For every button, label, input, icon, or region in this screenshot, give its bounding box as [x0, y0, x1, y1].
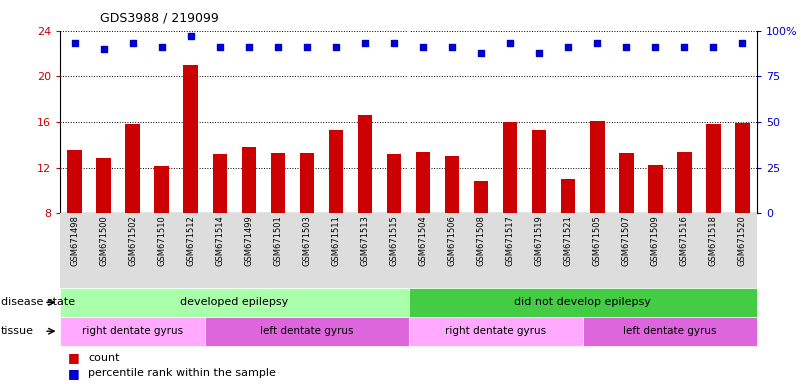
Point: [329, 44, 342, 50]
Bar: [561, 179, 575, 213]
Text: GSM671507: GSM671507: [622, 215, 630, 266]
Point: [127, 40, 139, 46]
Text: left dentate gyrus: left dentate gyrus: [260, 326, 353, 336]
Bar: [590, 121, 605, 213]
Text: GSM671504: GSM671504: [419, 215, 428, 266]
Bar: [358, 115, 372, 213]
Point: [155, 44, 168, 50]
Point: [562, 44, 574, 50]
Point: [184, 33, 197, 39]
Text: GSM671506: GSM671506: [448, 215, 457, 266]
Text: GSM671510: GSM671510: [157, 215, 166, 266]
Text: tissue: tissue: [1, 326, 34, 336]
Point: [504, 40, 517, 46]
Bar: [503, 122, 517, 213]
Bar: [242, 147, 256, 213]
Point: [678, 44, 690, 50]
Text: GSM671505: GSM671505: [593, 215, 602, 266]
Bar: [706, 124, 721, 213]
Text: GSM671513: GSM671513: [360, 215, 369, 266]
Point: [736, 40, 749, 46]
Text: GSM671515: GSM671515: [389, 215, 398, 266]
Text: GSM671501: GSM671501: [273, 215, 282, 266]
Point: [97, 46, 110, 52]
Bar: [445, 156, 459, 213]
Bar: [648, 165, 662, 213]
Point: [445, 44, 458, 50]
Point: [213, 44, 226, 50]
Bar: [619, 153, 634, 213]
Text: GSM671511: GSM671511: [332, 215, 340, 266]
Bar: [126, 124, 140, 213]
Point: [591, 40, 604, 46]
Point: [417, 44, 429, 50]
Text: ■: ■: [68, 351, 80, 364]
Point: [300, 44, 313, 50]
Point: [68, 40, 81, 46]
Point: [359, 40, 372, 46]
Text: developed epilepsy: developed epilepsy: [180, 297, 288, 308]
Point: [533, 50, 545, 56]
Text: GSM671512: GSM671512: [187, 215, 195, 266]
Point: [707, 44, 720, 50]
Text: GSM671499: GSM671499: [244, 215, 253, 266]
Text: GSM671521: GSM671521: [564, 215, 573, 266]
Text: GSM671509: GSM671509: [651, 215, 660, 266]
Point: [475, 50, 488, 56]
Text: count: count: [88, 353, 119, 363]
Bar: [474, 181, 489, 213]
Text: GSM671498: GSM671498: [70, 215, 79, 266]
Bar: [387, 154, 401, 213]
Bar: [328, 130, 343, 213]
Point: [649, 44, 662, 50]
Point: [388, 40, 400, 46]
Point: [620, 44, 633, 50]
Text: disease state: disease state: [1, 297, 75, 308]
Bar: [155, 166, 169, 213]
Text: did not develop epilepsy: did not develop epilepsy: [514, 297, 651, 308]
Text: GSM671518: GSM671518: [709, 215, 718, 266]
Bar: [735, 123, 750, 213]
Text: GDS3988 / 219099: GDS3988 / 219099: [100, 12, 219, 25]
Bar: [96, 158, 111, 213]
Text: right dentate gyrus: right dentate gyrus: [445, 326, 546, 336]
Text: GSM671503: GSM671503: [303, 215, 312, 266]
Bar: [416, 152, 430, 213]
Text: GSM671517: GSM671517: [505, 215, 514, 266]
Point: [243, 44, 256, 50]
Bar: [212, 154, 227, 213]
Bar: [271, 153, 285, 213]
Bar: [532, 130, 546, 213]
Text: GSM671520: GSM671520: [738, 215, 747, 266]
Text: GSM671516: GSM671516: [680, 215, 689, 266]
Text: GSM671514: GSM671514: [215, 215, 224, 266]
Text: GSM671519: GSM671519: [535, 215, 544, 266]
Bar: [677, 152, 691, 213]
Bar: [300, 153, 314, 213]
Text: GSM671500: GSM671500: [99, 215, 108, 266]
Text: GSM671508: GSM671508: [477, 215, 485, 266]
Text: percentile rank within the sample: percentile rank within the sample: [88, 368, 276, 378]
Bar: [67, 151, 82, 213]
Point: [272, 44, 284, 50]
Text: ■: ■: [68, 367, 80, 380]
Text: left dentate gyrus: left dentate gyrus: [623, 326, 717, 336]
Text: GSM671502: GSM671502: [128, 215, 137, 266]
Text: right dentate gyrus: right dentate gyrus: [83, 326, 183, 336]
Bar: [183, 65, 198, 213]
